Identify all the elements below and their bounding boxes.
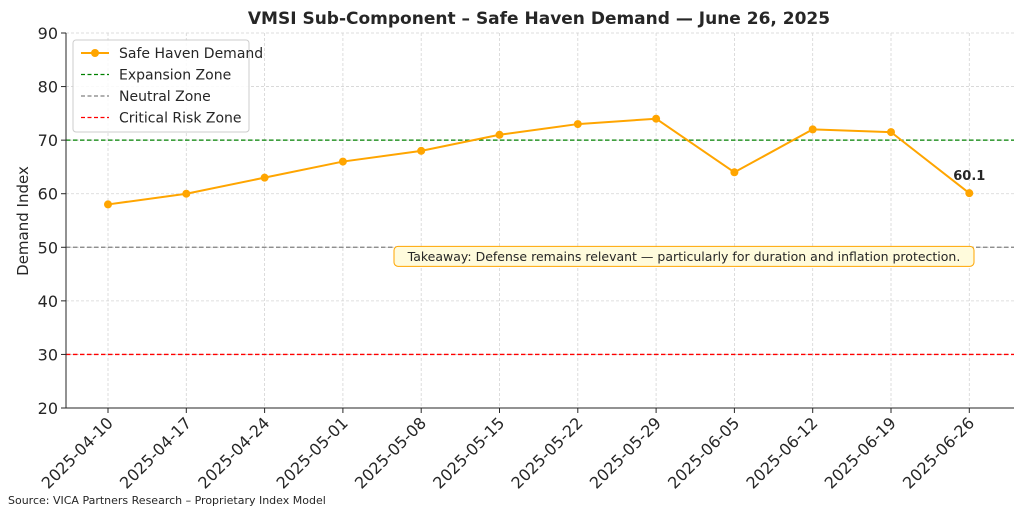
series-layer [104,114,974,209]
x-tick-label: 2025-04-17 [116,413,195,492]
y-tick-label: 80 [38,78,58,97]
data-point [887,128,895,137]
x-tick-label: 2025-05-08 [351,413,430,492]
x-tick-label: 2025-06-05 [664,413,743,492]
x-tick-label: 2025-04-24 [194,413,273,492]
data-point [730,168,739,177]
data-point [417,146,426,155]
y-tick-label: 30 [38,345,58,364]
y-tick-label: 90 [38,24,58,43]
y-tick-label: 60 [38,185,58,204]
x-tick-label: 2025-05-15 [429,413,508,492]
chart-title: VMSI Sub-Component – Safe Haven Demand —… [248,9,830,29]
data-point [652,114,661,123]
data-point [182,189,191,198]
x-tick-label: 2025-05-22 [507,413,586,492]
data-point [104,200,112,209]
legend: Safe Haven Demand Expansion Zone Neutral Z… [72,39,263,133]
reference-lines [66,139,1014,356]
x-tick-label: 2025-05-01 [273,413,352,492]
data-point [260,173,269,182]
x-tick-label: 2025-04-10 [38,413,117,492]
series-line [107,117,970,206]
legend-box [72,39,250,133]
legend-marker [91,49,99,57]
takeaway-text: Takeaway: Defense remains relevant — par… [407,249,961,264]
data-point [573,120,582,129]
source-note: Source: VICA Partners Research – Proprie… [8,494,326,507]
data-point [808,125,817,134]
annotations-layer: 60.1 Takeaway: Defense remains relevant —… [393,169,985,267]
data-label: 60.1 [953,169,985,184]
x-tick-label: 2025-05-29 [586,413,665,492]
y-axis-label: Demand Index [14,166,32,276]
x-tick-label: 2025-06-26 [899,413,978,492]
y-tick-label: 70 [38,131,58,150]
data-point [338,157,347,166]
x-tick-label: 2025-06-19 [821,413,900,492]
legend-entry: Critical Risk Zone [119,111,242,127]
data-point [495,130,504,139]
legend-entry: Expansion Zone [119,68,231,84]
y-tick-label: 50 [38,238,58,257]
data-point [965,189,974,198]
y-tick-label: 40 [38,292,58,311]
takeaway-box [393,245,975,267]
x-tick-label: 2025-06-12 [742,413,821,492]
y-tick-label: 20 [38,399,58,418]
legend-entry: Safe Haven Demand [119,46,263,62]
legend-entry: Neutral Zone [119,89,211,105]
